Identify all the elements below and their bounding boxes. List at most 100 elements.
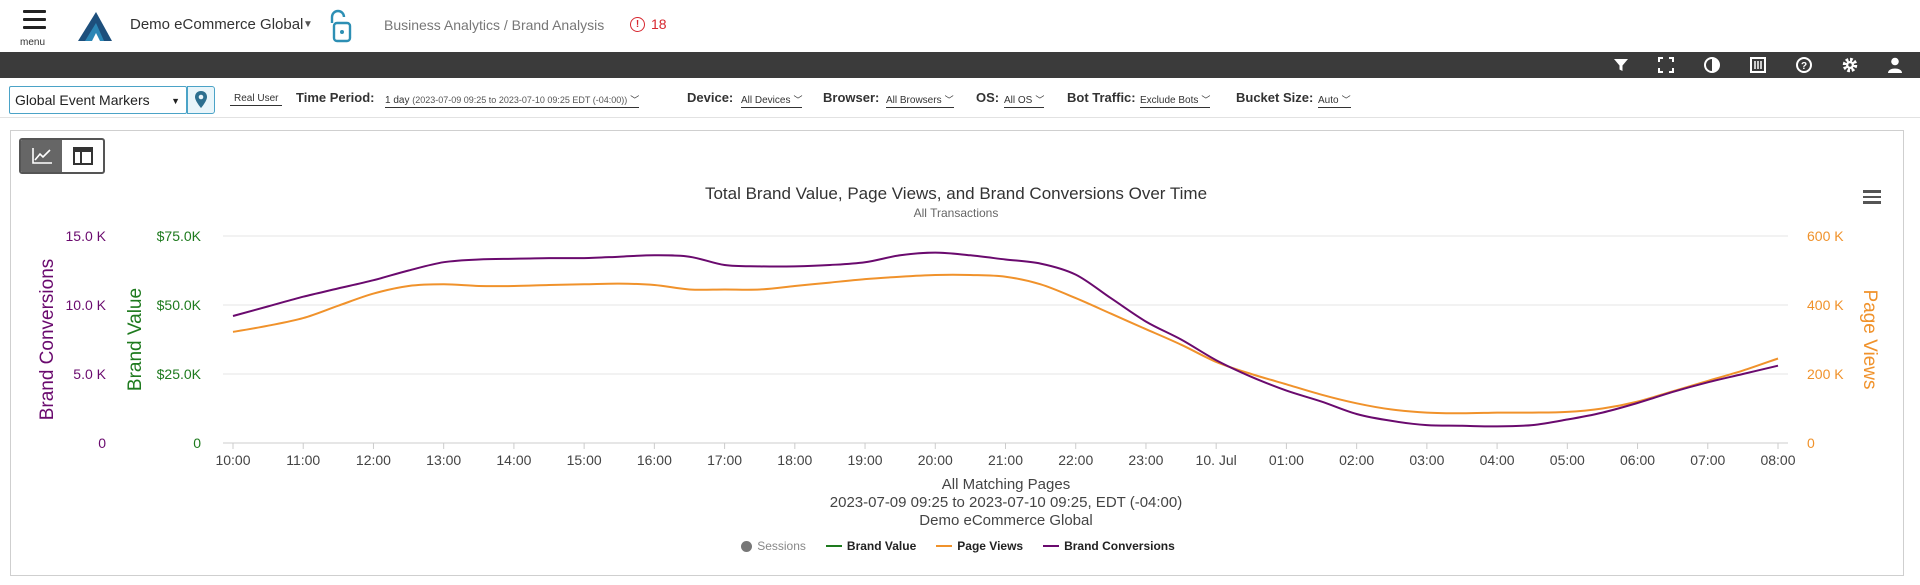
legend-marker [741,540,753,552]
x-tick-label: 01:00 [1269,452,1304,468]
x-tick-label: 05:00 [1550,452,1585,468]
notes-icon[interactable] [1749,56,1767,74]
x-tick-label: 13:00 [426,452,461,468]
chart-panel: Total Brand Value, Page Views, and Brand… [10,130,1904,576]
chart-canvas: Total Brand Value, Page Views, and Brand… [37,184,1880,529]
browser-value: All Browsers [886,95,942,106]
x-tick-label: 20:00 [918,452,953,468]
legend-marker [1043,545,1060,547]
device-label: Device: [687,90,734,105]
legend-marker [936,545,953,547]
unlock-icon[interactable] [326,9,356,45]
series-lines [232,251,1779,428]
legend-label: Brand Value [846,539,917,553]
x-tick-label: 02:00 [1339,452,1374,468]
x-tick-label: 03:00 [1409,452,1444,468]
svg-text:?: ? [1801,61,1807,72]
x-tick-label: 15:00 [567,452,602,468]
device-value: All Devices [741,95,791,106]
page-views-axis-label: Page Views [1859,290,1880,390]
time-period-value: 1 day [385,95,410,106]
x-tick-label: 10:00 [215,452,250,468]
filter-icon[interactable] [1612,56,1630,74]
bot-traffic-label: Bot Traffic: [1067,90,1136,105]
menu-button[interactable]: menu [18,10,50,48]
x-tick-label: 04:00 [1480,452,1515,468]
time-period-label: Time Period: [296,90,375,105]
os-label: OS: [976,90,1000,105]
view-toggle [19,138,105,174]
device-select[interactable]: All Devices ﹀ [741,93,803,108]
brand-value-tick-label: 0 [193,435,201,451]
legend-item-brand-conversions[interactable]: Brand Conversions [1043,539,1175,553]
x-tick-label: 11:00 [286,452,320,468]
chart-legend: Sessions Brand Value Page Views Brand Co… [11,539,1905,553]
os-select[interactable]: All OS ﹀ [1004,93,1045,108]
os-value: All OS [1004,95,1033,106]
contrast-icon[interactable] [1703,56,1721,74]
legend-item-brand-value[interactable]: Brand Value [825,539,917,553]
x-tick-label: 19:00 [848,452,883,468]
brand-conversions-tick-label: 15.0 K [66,228,107,244]
legend-label: Brand Conversions [1064,539,1175,553]
line-chart-icon [31,148,52,164]
bucket-size-value: Auto [1318,95,1339,106]
site-name[interactable]: Demo eCommerce Global [130,16,304,33]
time-period-select[interactable]: 1 day (2023-07-09 09:25 to 2023-07-10 09… [385,93,640,108]
x-tick-label: 23:00 [1128,452,1163,468]
bot-traffic-value: Exclude Bots [1140,95,1199,106]
series-line-page-views [232,273,1779,415]
breadcrumb[interactable]: Business Analytics / Brand Analysis [384,17,605,33]
menu-label: menu [20,37,46,48]
x-tick-label: 22:00 [1058,452,1093,468]
chevron-down-icon: ﹀ [630,95,640,105]
legend-item-sessions[interactable]: Sessions [741,539,806,553]
chevron-down-icon: ﹀ [793,95,803,105]
chevron-down-icon: ﹀ [1035,95,1045,105]
brand-conversions-tick-label: 5.0 K [73,366,106,382]
x-tick-label: 14:00 [496,452,531,468]
event-markers-value: Global Event Markers [15,92,150,108]
user-icon[interactable] [1886,56,1904,74]
filter-bar: Global Event Markers ▼ Real User Time Pe… [0,82,1920,118]
event-markers-select[interactable]: Global Event Markers ▼ [9,86,187,114]
page-views-tick-label: 400 K [1807,297,1844,313]
brand-value-axis-label: Brand Value [125,288,146,391]
browser-label: Browser: [823,90,880,105]
chart-menu-icon[interactable] [1863,190,1881,204]
marker-pin-button[interactable] [187,86,215,114]
brand-conversions-tick-label: 0 [98,435,106,451]
real-user-toggle[interactable]: Real User [230,93,283,106]
x-tick-label: 08:00 [1760,452,1795,468]
site-chevron-down-icon[interactable]: ▼ [303,19,313,30]
legend-label: Page Views [957,539,1024,553]
bot-traffic-select[interactable]: Exclude Bots ﹀ [1140,93,1211,108]
brand-conversions-axis-label: Brand Conversions [37,259,58,421]
company-logo [78,12,112,41]
alert-count: 18 [651,16,667,32]
alert-indicator[interactable]: ! 18 [630,16,667,32]
settings-icon[interactable] [1841,56,1859,74]
x-footer-line-1: All Matching Pages [942,476,1070,493]
y-axes: 0 5.0 K 10.0 K 15.0 K Brand Conversions 0 $25.… [37,228,1880,451]
x-axis: 10:00 11:00 12:00 13:00 14:00 15:00 16:00 17:00… [215,443,1796,468]
x-tick-label: 07:00 [1690,452,1725,468]
x-tick-label: 10. Jul [1196,452,1237,468]
browser-select[interactable]: All Browsers ﹀ [886,93,954,108]
chart-title: Total Brand Value, Page Views, and Brand… [705,184,1207,203]
page-views-tick-label: 0 [1807,435,1815,451]
table-view-button[interactable] [62,140,103,172]
legend-label: Sessions [757,539,806,553]
x-tick-label: 21:00 [988,452,1023,468]
map-pin-icon [195,91,207,108]
chevron-down-icon: ﹀ [1341,95,1351,105]
legend-item-page-views[interactable]: Page Views [936,539,1023,553]
line-chart-view-button[interactable] [21,140,62,172]
brand-value-tick-label: $50.0K [157,297,202,313]
brand-conversions-tick-label: 10.0 K [66,297,107,313]
bucket-size-label: Bucket Size: [1236,90,1314,105]
fullscreen-icon[interactable] [1657,56,1675,74]
bucket-size-select[interactable]: Auto ﹀ [1318,93,1351,108]
help-icon[interactable]: ? [1795,56,1813,74]
brand-value-tick-label: $25.0K [157,366,202,382]
